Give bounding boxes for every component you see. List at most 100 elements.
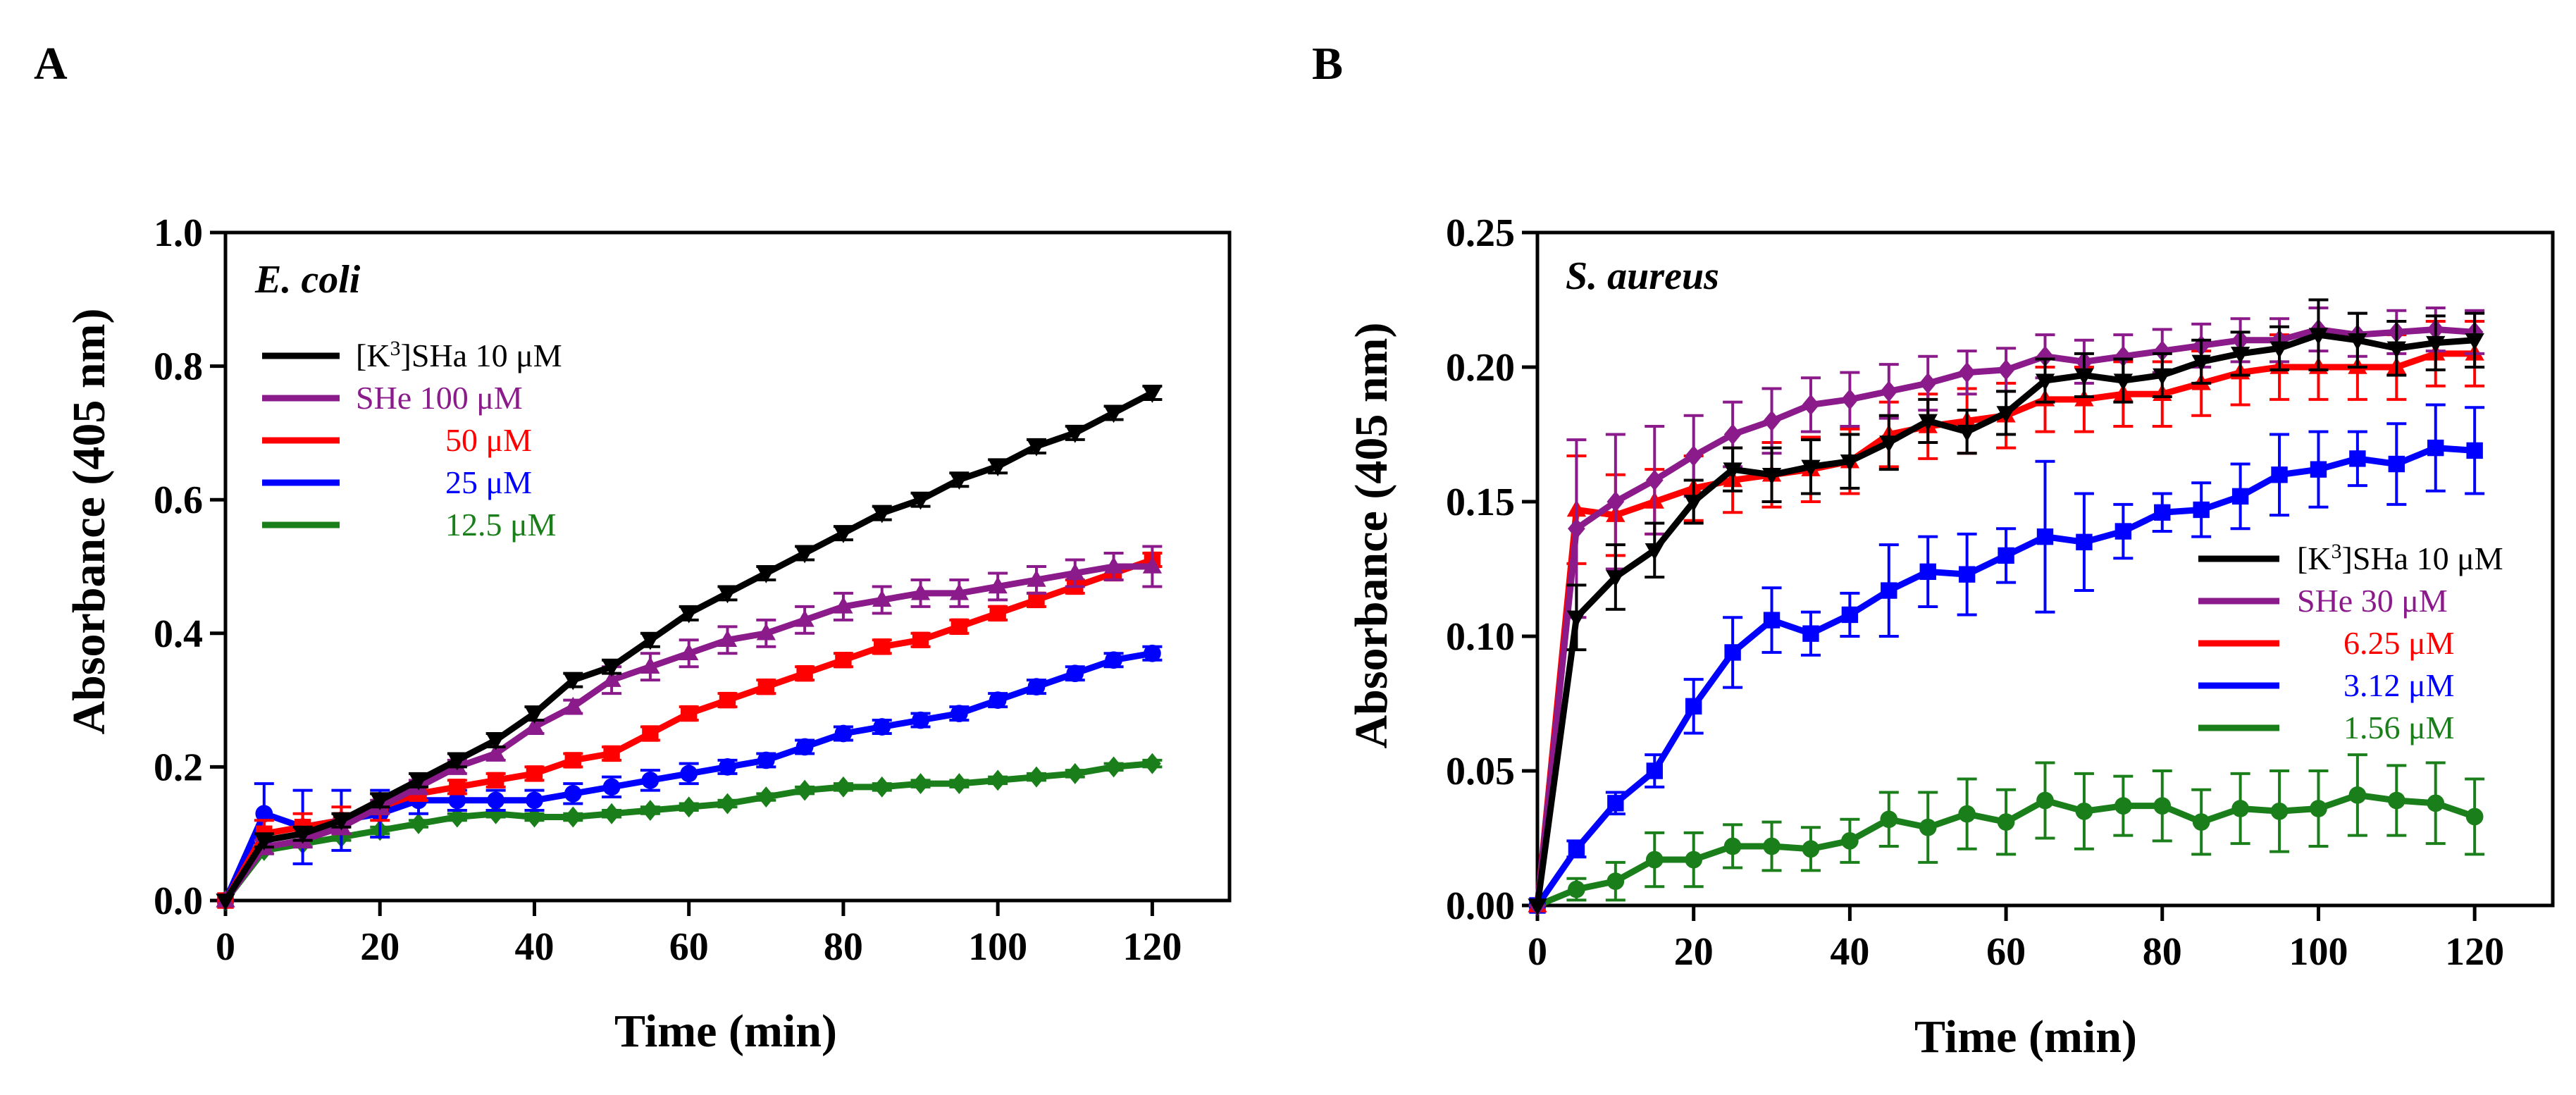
panel-letter: B xyxy=(1312,38,1343,89)
series-1 xyxy=(216,545,1163,908)
data-point xyxy=(2154,504,2171,521)
data-point xyxy=(835,652,852,669)
organism-label: E. coli xyxy=(254,258,361,302)
data-point xyxy=(1880,381,1898,402)
data-point xyxy=(2153,368,2172,385)
data-point xyxy=(2036,528,2054,545)
data-point xyxy=(254,833,274,850)
data-point xyxy=(795,610,815,627)
data-point xyxy=(872,506,892,524)
legend-label: [K3]SHa 10 μM xyxy=(356,337,562,374)
data-point xyxy=(1763,612,1781,629)
data-point xyxy=(719,691,736,709)
data-point xyxy=(1841,606,1859,624)
data-point xyxy=(679,643,699,660)
data-point xyxy=(873,718,891,736)
data-point xyxy=(1801,459,1821,477)
data-point xyxy=(1958,805,1976,823)
x-axis-title: Time (min) xyxy=(1914,1011,2137,1063)
data-point xyxy=(1144,753,1161,774)
data-point xyxy=(1606,491,1625,512)
data-point xyxy=(1065,426,1085,443)
data-point xyxy=(2114,797,2132,815)
data-point xyxy=(873,776,891,798)
y-tick-label: 0.25 xyxy=(1446,211,1515,255)
data-point xyxy=(2114,345,2132,367)
data-point xyxy=(834,776,853,798)
data-point xyxy=(1881,582,1897,599)
data-point xyxy=(1645,850,1664,869)
data-point xyxy=(2230,347,2250,364)
data-point xyxy=(2387,791,2405,810)
legend-label: 50 μM xyxy=(445,422,532,458)
data-point xyxy=(950,705,968,722)
data-point xyxy=(2388,455,2405,473)
data-point xyxy=(950,773,968,795)
y-tick-label: 0.6 xyxy=(154,478,203,522)
legend-label: SHe 100 μM xyxy=(356,380,523,416)
y-tick-label: 0.05 xyxy=(1446,750,1515,793)
data-point xyxy=(874,638,891,655)
data-point xyxy=(719,758,736,776)
data-point xyxy=(448,791,466,810)
x-tick-label: 20 xyxy=(360,925,400,969)
data-point xyxy=(949,583,969,600)
x-tick-label: 60 xyxy=(1986,930,2026,974)
x-tick-label: 60 xyxy=(669,925,709,969)
data-point xyxy=(1723,462,1742,480)
data-point xyxy=(486,733,506,750)
series-0 xyxy=(216,385,1163,911)
plot-frame xyxy=(1535,230,2555,908)
data-point xyxy=(563,673,583,691)
y-axis-title: Absorbance (405 nm) xyxy=(1346,323,1397,749)
x-tick-label: 40 xyxy=(1830,930,1869,974)
data-point xyxy=(1103,556,1124,574)
data-point xyxy=(717,629,738,648)
y-axis-title: Absorbance (405 nm) xyxy=(63,309,115,735)
data-point xyxy=(2191,354,2211,372)
data-point xyxy=(216,893,235,911)
data-point xyxy=(487,791,505,810)
data-point xyxy=(1684,495,1704,512)
data-point xyxy=(1568,880,1585,898)
data-point xyxy=(447,753,467,771)
y-tick-label: 0.20 xyxy=(1446,346,1515,390)
data-point xyxy=(2427,794,2445,812)
data-point xyxy=(2113,373,2133,391)
data-point xyxy=(1919,563,1936,581)
x-tick-label: 80 xyxy=(824,925,863,969)
data-point xyxy=(487,803,505,824)
data-point xyxy=(1606,872,1625,890)
data-point xyxy=(756,566,776,583)
data-point xyxy=(602,778,621,796)
panel-b: B 0.00 0.05 0.10 0.15 0.20 0.25 0 20 40 60 80 100 120… xyxy=(1312,38,2555,1063)
y-tick-label: 0.15 xyxy=(1446,481,1515,524)
data-point xyxy=(1066,664,1084,683)
data-point xyxy=(409,813,428,834)
data-point xyxy=(487,772,504,789)
data-point xyxy=(2427,439,2444,457)
data-point xyxy=(2270,802,2289,820)
data-point xyxy=(949,473,969,490)
legend-label: 1.56 μM xyxy=(2343,710,2455,746)
data-point xyxy=(912,773,929,795)
data-point xyxy=(1105,651,1122,669)
data-point xyxy=(1996,406,2016,423)
data-point xyxy=(795,546,815,564)
data-point xyxy=(2074,368,2094,385)
data-point xyxy=(255,805,273,823)
data-point xyxy=(1142,556,1163,574)
data-point xyxy=(331,813,352,831)
y-tick-label: 0.00 xyxy=(1446,884,1515,928)
data-point xyxy=(1880,810,1898,829)
series-2 xyxy=(217,551,1163,909)
data-point xyxy=(1958,566,1976,583)
data-point xyxy=(796,664,813,682)
data-point xyxy=(1802,394,1820,416)
series-0 xyxy=(1528,298,2485,916)
data-point xyxy=(2076,533,2093,550)
data-point xyxy=(1645,543,1664,561)
data-point xyxy=(1646,762,1663,779)
data-point xyxy=(1645,469,1664,491)
data-point xyxy=(1105,756,1122,778)
